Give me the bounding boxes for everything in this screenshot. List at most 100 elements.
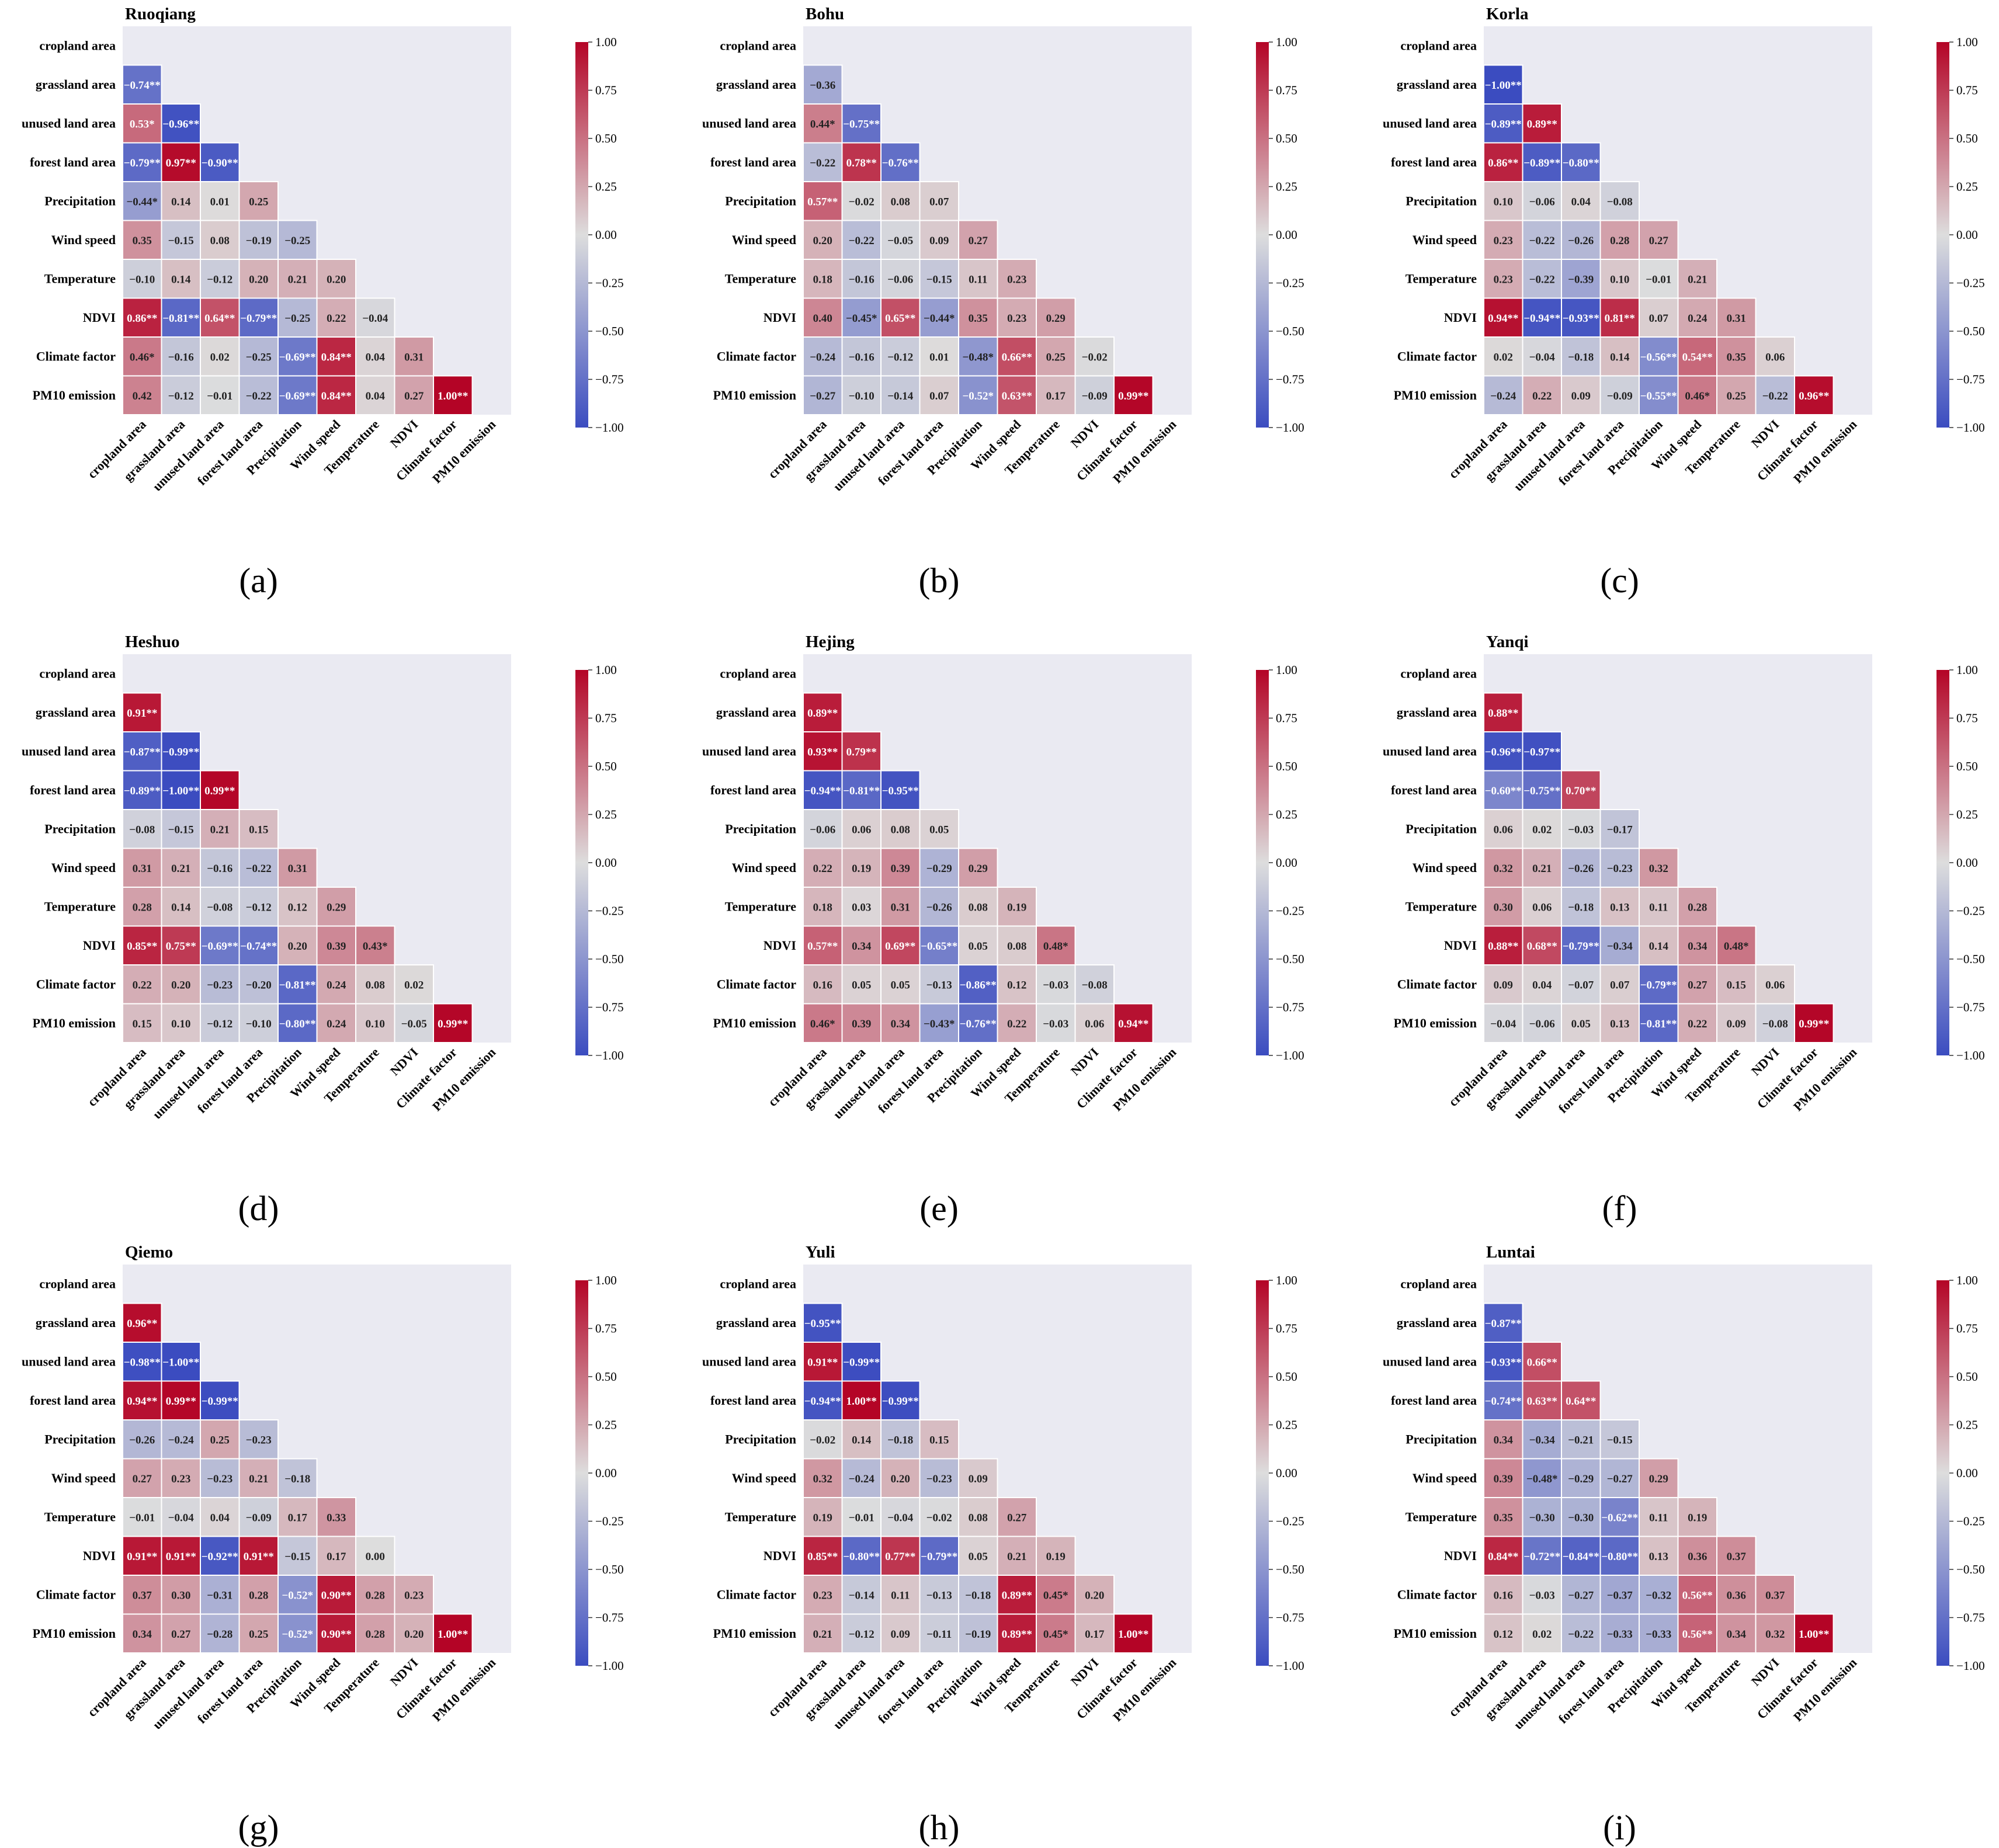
cell-value: 0.14: [171, 273, 191, 286]
colorbar-tick-label: 0.25: [1276, 180, 1297, 194]
cell-value: 0.84**: [321, 351, 352, 363]
heatmap-cell: [1074, 375, 1115, 415]
cell-value: 0.18: [813, 901, 832, 913]
heatmap-cell: [1522, 1342, 1562, 1382]
cell-value: 0.08: [969, 901, 988, 913]
cell-value: −0.20: [246, 979, 272, 991]
cell-value: −0.65**: [921, 940, 957, 953]
cell-value: 0.46*: [810, 1018, 835, 1030]
row-label-grassland-area: grassland area: [36, 1315, 116, 1330]
heatmap-cell: [1599, 1613, 1640, 1654]
cell-value: −0.02: [1082, 351, 1108, 363]
cell-value: 0.04: [1532, 979, 1552, 991]
cell-value: −0.76**: [960, 1018, 997, 1030]
heatmap-cell: [161, 1497, 201, 1537]
colorbar-tick-label: 0.75: [1276, 711, 1297, 725]
panel-c: Korla −1.00** −0.89** 0.89** 0.86** −0.89** −0…: [1361, 0, 1999, 607]
cell-value: −0.79**: [1640, 979, 1677, 991]
heatmap-cell: [161, 103, 201, 144]
cell-value: 0.17: [1046, 390, 1066, 402]
cell-value: 0.45*: [1043, 1589, 1068, 1602]
cell-value: −0.31: [207, 1589, 232, 1602]
heatmap-cell: [1483, 103, 1523, 144]
heatmap-cell: [1677, 1497, 1717, 1537]
heatmap-cell: [394, 336, 434, 377]
colorbar: [1936, 670, 1949, 1055]
row-label-precipitation: Precipitation: [44, 1432, 116, 1446]
heatmap-cell: [803, 847, 843, 888]
heatmap-cell: [1036, 336, 1076, 377]
row-label-wind-speed: Wind speed: [732, 232, 796, 247]
cell-value: 0.04: [366, 351, 386, 363]
heatmap-cell: [1561, 297, 1601, 338]
row-label-precipitation: Precipitation: [725, 1432, 796, 1446]
row-label-climate-factor: Climate factor: [36, 1587, 116, 1602]
row-label-cropland-area: cropland area: [1400, 1276, 1477, 1291]
heatmap-cell: [1483, 259, 1523, 299]
cell-value: −0.25: [284, 235, 310, 247]
heatmap-cell: [316, 336, 356, 377]
cell-value: 0.35: [1727, 351, 1746, 363]
heatmap-cell: [958, 297, 998, 338]
row-label-precipitation: Precipitation: [44, 193, 116, 208]
cell-value: 0.25: [249, 196, 268, 208]
cell-value: 0.91**: [244, 1551, 274, 1563]
cell-value: −0.28: [207, 1628, 232, 1641]
chart-title: Bohu: [806, 5, 844, 23]
heatmap-cell: [919, 809, 959, 849]
row-label-ndvi: NDVI: [83, 310, 116, 325]
row-label-climate-factor: Climate factor: [1397, 349, 1477, 363]
heatmap-cell: [1522, 1003, 1562, 1043]
cell-value: −0.34: [1607, 940, 1633, 953]
cell-value: 0.29: [1046, 312, 1066, 325]
colorbar-tick-label: 0.75: [1276, 1322, 1297, 1336]
cell-value: 0.97**: [166, 157, 196, 169]
cell-value: 0.08: [1007, 940, 1026, 953]
heatmap-cell: [122, 731, 162, 772]
col-label-unused-land-area: unused land area: [830, 417, 907, 494]
cell-value: 0.66**: [1527, 1356, 1557, 1368]
cell-value: 0.29: [327, 901, 346, 913]
heatmap-cell: [880, 1575, 921, 1615]
cell-value: 0.09: [929, 235, 949, 247]
cell-value: 0.13: [1610, 1018, 1629, 1030]
heatmap-cell: [1755, 336, 1795, 377]
cell-value: −0.18: [887, 1434, 913, 1446]
cell-value: 0.08: [366, 979, 385, 991]
colorbar-tick-label: 0.50: [1956, 1370, 1978, 1384]
colorbar-tick-label: 0.75: [1956, 84, 1978, 98]
row-label-forest-land-area: forest land area: [710, 1393, 796, 1408]
heatmap-cell: [238, 1575, 279, 1615]
heatmap-cell: [1677, 1613, 1717, 1654]
row-label-pm10-emission: PM10 emission: [713, 1626, 796, 1641]
cell-value: 0.07: [929, 390, 949, 402]
cell-value: −0.52*: [282, 1589, 313, 1602]
heatmap-cell: [238, 297, 279, 338]
heatmap-cell: [161, 259, 201, 299]
cell-value: 0.04: [210, 1512, 230, 1524]
heatmap-cell: [1639, 375, 1679, 415]
colorbar: [1256, 670, 1269, 1055]
heatmap-cell: [1599, 297, 1640, 338]
colorbar-tick-label: 1.00: [1956, 663, 1978, 677]
row-label-cropland-area: cropland area: [1400, 38, 1477, 53]
cell-value: 0.19: [852, 863, 871, 875]
cell-value: −0.93**: [1563, 312, 1599, 325]
chart-title: Ruoqiang: [125, 5, 196, 23]
heatmap-cell: [433, 1003, 473, 1043]
cell-value: 0.35: [133, 235, 152, 247]
cell-value: 0.93**: [807, 746, 838, 758]
cell-value: −0.01: [1646, 273, 1671, 286]
heatmap-cell: [238, 1458, 279, 1498]
cell-value: 0.07: [1610, 979, 1630, 991]
cell-value: 0.02: [1532, 824, 1552, 836]
colorbar-tick-label: 0.00: [595, 1466, 617, 1480]
cell-value: −0.03: [1043, 1018, 1068, 1030]
heatmap-cell: [277, 220, 318, 260]
cell-value: 0.14: [171, 901, 191, 913]
heatmap-cell: [277, 1458, 318, 1498]
cell-value: −0.26: [1568, 863, 1594, 875]
heatmap-cell: [803, 1342, 843, 1382]
chart-title: Qiemo: [125, 1243, 173, 1262]
heatmap-cell: [1522, 375, 1562, 415]
